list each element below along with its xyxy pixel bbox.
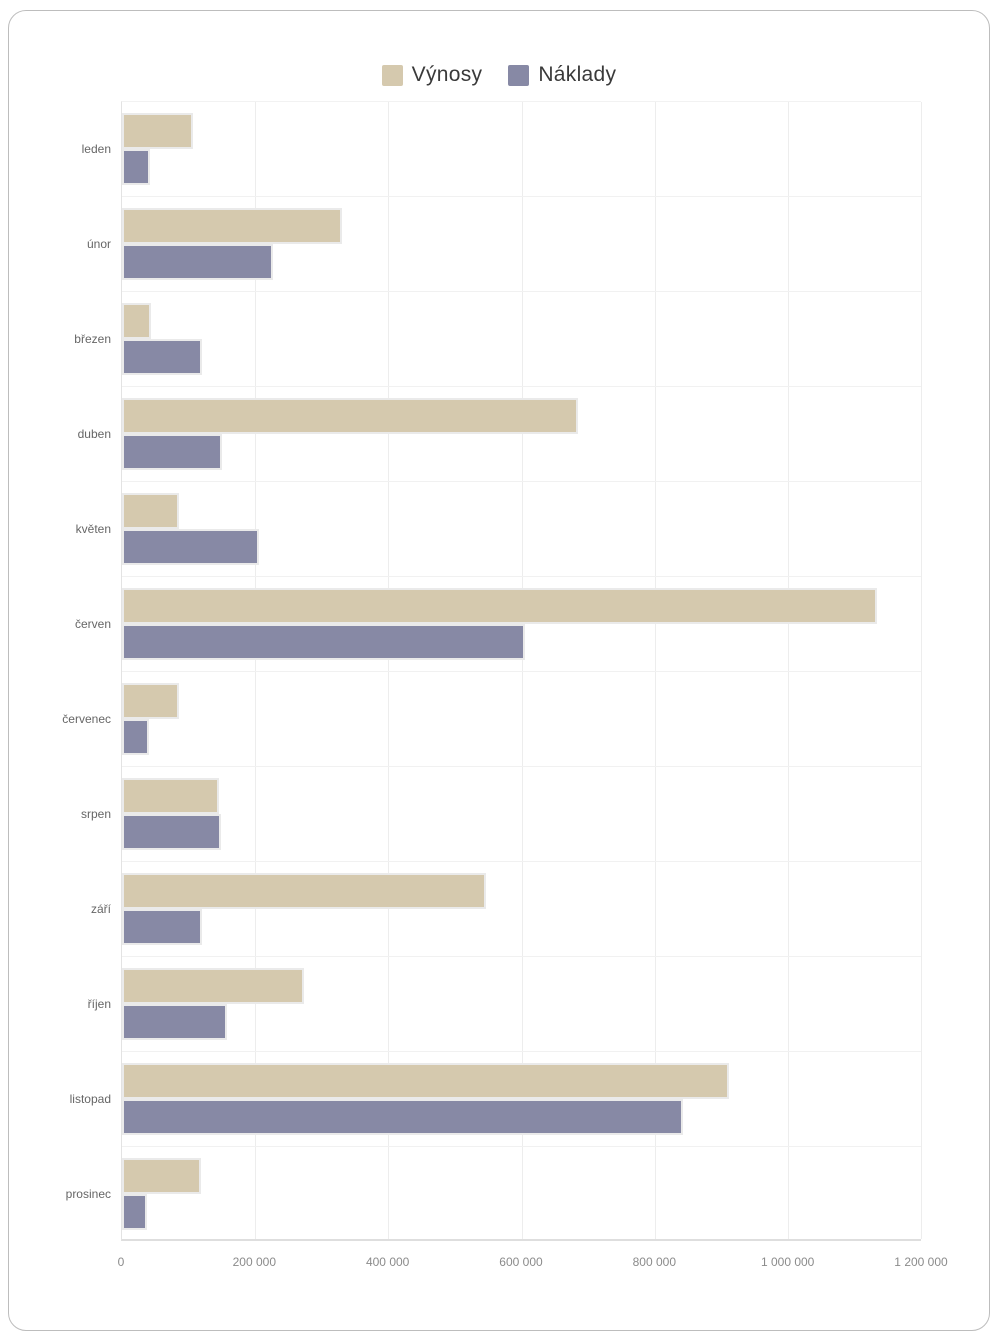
bar-naklady[interactable] <box>122 1194 147 1230</box>
bar-vynosy[interactable] <box>122 493 180 529</box>
plot-rows <box>122 102 921 1242</box>
bar-vynosy[interactable] <box>122 398 579 434</box>
bar-vynosy[interactable] <box>122 683 179 719</box>
category-row <box>122 482 921 577</box>
x-tick-label: 600 000 <box>499 1255 543 1269</box>
bar-naklady[interactable] <box>122 909 202 945</box>
y-axis-label: prosinec <box>65 1186 111 1201</box>
x-tick-label: 1 200 000 <box>894 1255 948 1269</box>
bar-vynosy[interactable] <box>122 208 342 244</box>
bar-vynosy[interactable] <box>122 873 486 909</box>
bar-naklady[interactable] <box>122 434 222 470</box>
legend-item-vynosy[interactable]: Výnosy <box>381 63 483 87</box>
x-tick-label: 1 000 000 <box>760 1255 815 1269</box>
category-row <box>122 292 921 387</box>
bar-vynosy[interactable] <box>122 113 194 149</box>
bar-vynosy[interactable] <box>122 303 152 339</box>
bar-vynosy[interactable] <box>122 1158 201 1194</box>
category-row <box>122 957 921 1052</box>
bar-naklady[interactable] <box>122 814 221 850</box>
x-tick-label: 200 000 <box>232 1255 277 1269</box>
bar-naklady[interactable] <box>122 339 202 375</box>
bar-vynosy[interactable] <box>122 778 219 814</box>
y-axis-label: leden <box>81 141 111 156</box>
y-axis-labels: leden únor březen duben květen červen červenec… <box>9 101 121 1241</box>
x-tick-label: 800 000 <box>632 1255 677 1269</box>
bar-naklady[interactable] <box>122 1004 227 1040</box>
y-axis-label: květen <box>75 521 111 536</box>
category-row <box>122 672 921 767</box>
legend-label-naklady: Náklady <box>538 63 617 86</box>
y-axis-label: červen <box>74 616 111 631</box>
chart-area: leden únor březen duben květen červen červenec… <box>9 101 989 1241</box>
y-axis-label: listopad <box>69 1091 111 1106</box>
y-axis-label: únor <box>86 236 111 251</box>
bar-vynosy[interactable] <box>122 968 304 1004</box>
category-row <box>122 577 921 672</box>
bar-naklady[interactable] <box>122 624 525 660</box>
x-tick-label: 400 000 <box>365 1255 410 1269</box>
bar-naklady[interactable] <box>122 529 260 565</box>
category-row <box>122 767 921 862</box>
plot-area <box>121 101 922 1242</box>
gridline <box>921 102 922 1239</box>
y-axis-label: červenec <box>62 711 111 726</box>
category-row <box>122 102 921 197</box>
bar-vynosy[interactable] <box>122 1063 730 1099</box>
category-row <box>122 862 921 957</box>
category-row <box>122 387 921 482</box>
category-row <box>122 197 921 292</box>
chart-card: Výnosy Náklady leden únor březen duben květe… <box>8 10 990 1331</box>
y-axis-label: duben <box>77 426 111 441</box>
chart-legend: Výnosy Náklady <box>9 63 989 87</box>
y-axis-label: srpen <box>80 806 111 821</box>
bar-naklady[interactable] <box>122 244 274 280</box>
y-axis-label: říjen <box>87 996 111 1011</box>
bar-naklady[interactable] <box>122 149 150 185</box>
x-axis-labels: 0 200 000 400 000 600 000 800 000 1 000 000 1 … <box>117 1241 948 1281</box>
legend-label-vynosy: Výnosy <box>411 63 483 86</box>
category-row <box>122 1147 921 1242</box>
y-axis-label: březen <box>74 331 111 346</box>
y-axis-label: září <box>90 901 111 916</box>
category-row <box>122 1052 921 1147</box>
bar-naklady[interactable] <box>122 719 150 755</box>
x-tick-label: 0 <box>117 1255 125 1269</box>
legend-swatch-vynosy-icon <box>381 64 403 86</box>
bar-vynosy[interactable] <box>122 588 878 624</box>
legend-item-naklady[interactable]: Náklady <box>508 63 616 87</box>
legend-swatch-naklady-icon <box>508 64 530 86</box>
bar-naklady[interactable] <box>122 1099 683 1135</box>
